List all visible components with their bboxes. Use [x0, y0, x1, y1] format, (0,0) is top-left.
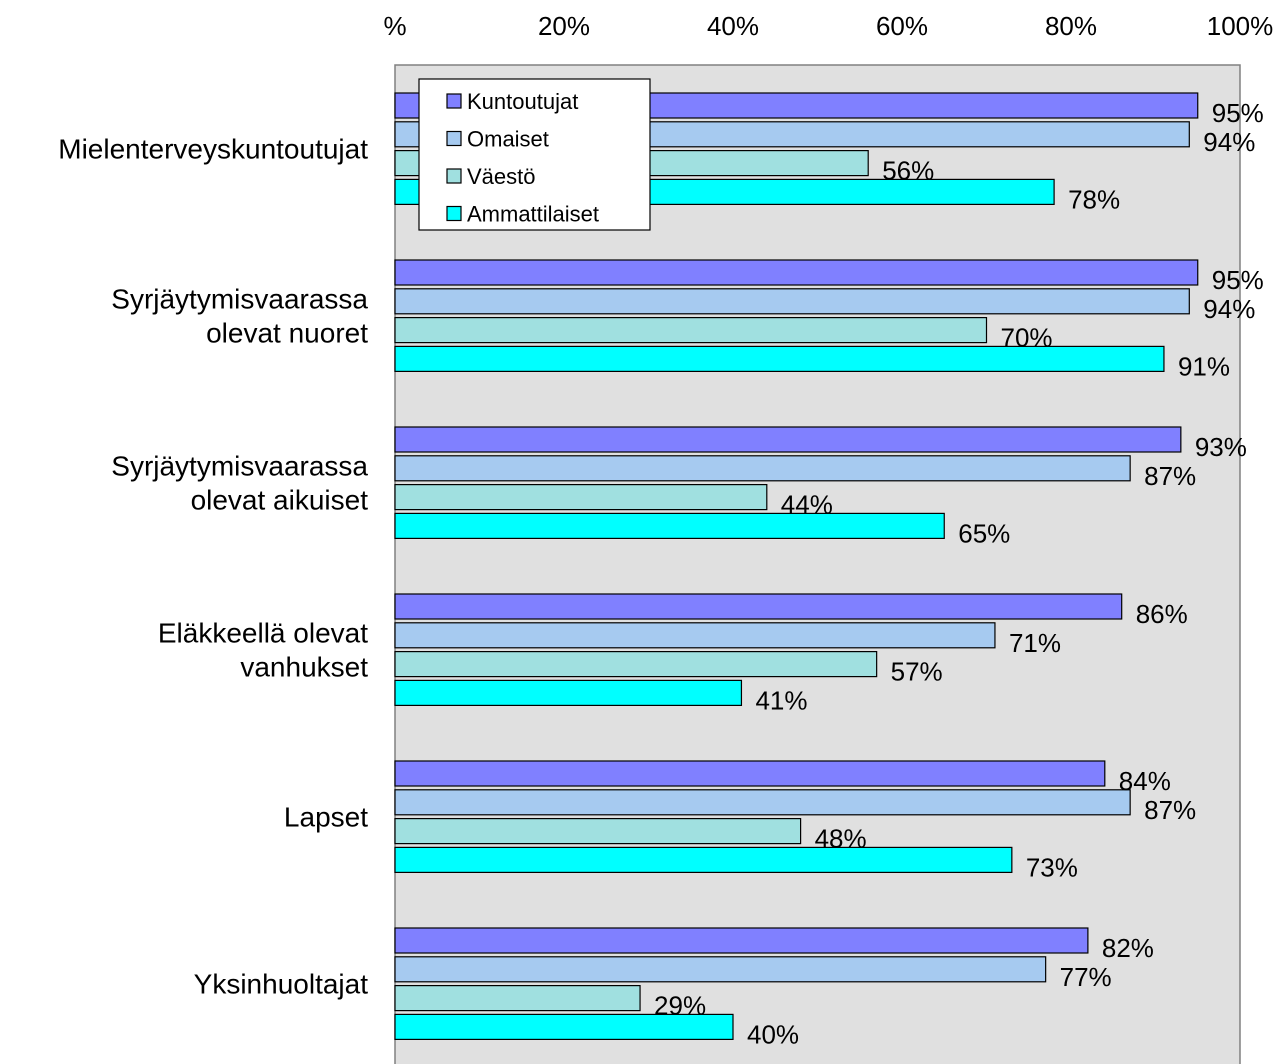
legend-swatch — [446, 93, 462, 109]
data-label: 71% — [1009, 628, 1061, 658]
data-label: 48% — [815, 824, 867, 854]
bar — [394, 927, 1089, 954]
x-axis-ticks: % 20% 40% 60% 80% 100% — [383, 11, 1273, 41]
x-tick-label: 80% — [1045, 11, 1097, 41]
bar — [394, 650, 878, 678]
legend-swatch — [446, 205, 462, 222]
bar — [394, 593, 1123, 620]
category-label: Yksinhuoltajat — [194, 969, 369, 1000]
x-tick-label: 20% — [538, 11, 590, 41]
data-label: 95% — [1212, 265, 1264, 295]
data-label: 87% — [1144, 461, 1196, 491]
category-label: Syrjäytymisvaarassa — [111, 451, 368, 482]
data-label: 57% — [891, 657, 943, 687]
bar — [394, 512, 945, 540]
data-label: 70% — [1001, 323, 1053, 353]
legend: Kuntoutujat Omaiset Väestö Ammattilaiset — [418, 78, 651, 231]
category-label: Syrjäytymisvaarassa — [111, 284, 368, 315]
bar — [394, 817, 802, 845]
bar — [394, 622, 996, 649]
data-label: 56% — [882, 156, 934, 186]
legend-entry: Ammattilaiset — [467, 202, 599, 227]
category-label: Eläkkeellä olevat — [158, 618, 368, 649]
data-label: 94% — [1203, 294, 1255, 324]
data-label: 29% — [654, 991, 706, 1021]
bar — [394, 789, 1131, 816]
data-label: 41% — [755, 685, 807, 715]
data-label: 93% — [1195, 432, 1247, 462]
data-label: 95% — [1212, 98, 1264, 128]
legend-swatch — [446, 130, 462, 147]
bar — [394, 345, 1165, 372]
data-label: 77% — [1060, 962, 1112, 992]
data-label: 91% — [1178, 351, 1230, 381]
bar — [394, 679, 743, 707]
bar — [394, 259, 1199, 286]
category-label: olevat aikuiset — [191, 485, 369, 516]
legend-entry: Väestö — [467, 164, 536, 189]
legend-entry: Omaiset — [467, 127, 549, 152]
data-label: 82% — [1102, 933, 1154, 963]
category-label: vanhukset — [240, 652, 368, 683]
bar — [394, 984, 641, 1012]
category-label: olevat nuoret — [206, 318, 368, 349]
category-label: Mielenterveyskuntoutujat — [58, 134, 368, 165]
bar — [394, 846, 1013, 874]
x-tick-label: 40% — [707, 11, 759, 41]
bar — [394, 317, 988, 344]
data-label: 94% — [1203, 127, 1255, 157]
bar — [394, 1013, 734, 1041]
data-label: 65% — [958, 518, 1010, 548]
bar — [394, 760, 1106, 787]
data-label: 78% — [1068, 184, 1120, 214]
data-label: 84% — [1119, 766, 1171, 796]
plot-area — [394, 64, 1241, 1064]
category-label: Lapset — [284, 802, 368, 833]
bar — [394, 288, 1190, 315]
data-label: 86% — [1136, 599, 1188, 629]
bar — [394, 455, 1131, 482]
legend-swatch — [446, 168, 462, 184]
data-label: 73% — [1026, 852, 1078, 882]
x-tick-label: % — [383, 11, 406, 41]
bar — [394, 426, 1182, 453]
value-labels: 95%94%56%78%95%94%70%91%93%87%44%65%86%7… — [654, 98, 1264, 1049]
data-label: 40% — [747, 1019, 799, 1049]
legend-entry: Kuntoutujat — [467, 89, 578, 114]
data-label: 87% — [1144, 795, 1196, 825]
bar — [394, 484, 768, 511]
data-label: 44% — [781, 490, 833, 520]
bar — [394, 956, 1047, 983]
category-labels: Mielenterveyskuntoutujat Syrjäytymisvaara… — [58, 134, 368, 1000]
x-tick-label: 60% — [876, 11, 928, 41]
x-tick-label: 100% — [1207, 11, 1274, 41]
